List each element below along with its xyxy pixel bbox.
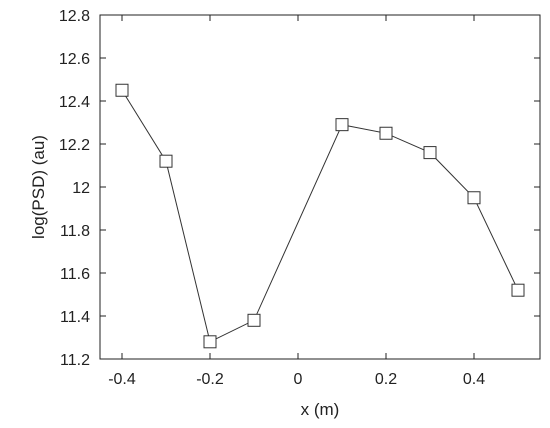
x-axis-ticks: -0.4 -0.2 0 0.2 0.4 [108,15,485,388]
data-point-marker [379,126,393,140]
y-tick-label: 11.2 [60,352,90,369]
y-axis-title: log(PSD) (au) [29,135,48,239]
data-point-marker [247,313,261,327]
data-point-marker [115,83,129,97]
y-tick-label: 11.6 [60,266,90,283]
x-tick-label: 0 [294,371,303,388]
y-tick-label: 12.4 [59,94,90,111]
data-point-marker [423,146,437,160]
series-line [121,90,519,343]
plot-frame [99,14,541,360]
x-axis-title: x (m) [301,400,340,419]
data-point-marker [467,191,481,205]
y-tick-label: 12 [72,180,90,197]
y-axis-ticks: 11.2 11.4 11.6 11.8 12 12.2 12.4 12.6 12.8 [59,8,540,369]
data-point-marker [511,283,525,297]
data-point-marker [335,118,349,132]
y-tick-label: 11.4 [60,309,90,326]
series-layer [115,83,525,349]
y-tick-label: 12.6 [59,51,90,68]
y-tick-label: 12.2 [59,137,90,154]
x-tick-label: 0.2 [375,371,397,388]
x-tick-label: 0.4 [463,371,485,388]
x-tick-label: -0.4 [108,371,136,388]
data-point-marker [159,154,173,168]
x-tick-label: -0.2 [196,371,224,388]
y-tick-label: 12.8 [59,8,90,25]
data-point-marker [203,335,217,349]
y-tick-label: 11.8 [60,223,90,240]
